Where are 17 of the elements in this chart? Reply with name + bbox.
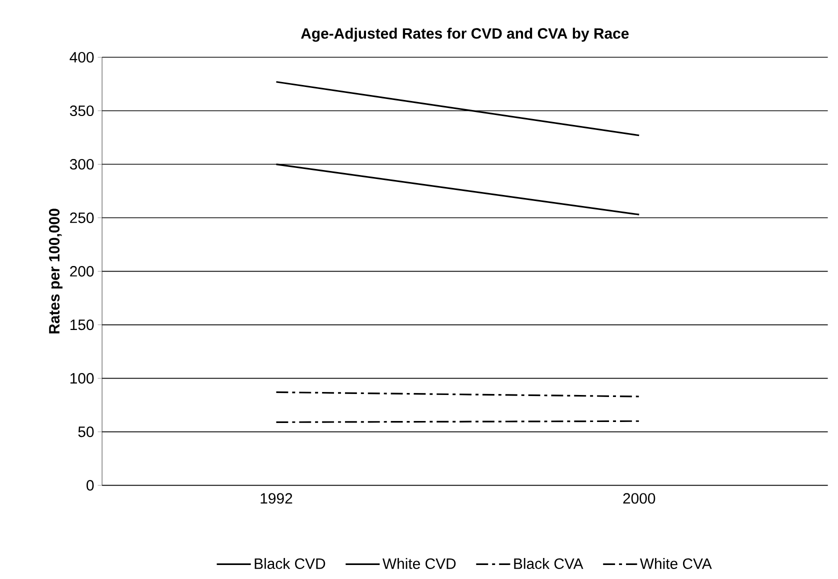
y-axis-title: Rates per 100,000 — [48, 208, 63, 334]
y-tick-label: 150 — [70, 320, 94, 330]
y-tick-label: 0 — [86, 480, 94, 491]
legend-label: White CVD — [382, 558, 456, 570]
y-tick-label: 100 — [70, 373, 94, 384]
legend-label: White CVA — [640, 558, 712, 570]
chart-title: Age-Adjusted Rates for CVD and CVA by Race — [301, 28, 629, 42]
y-tick-label: 200 — [70, 266, 94, 277]
y-tick-label: 350 — [70, 106, 94, 116]
y-tick-label: 400 — [70, 52, 94, 63]
y-tick-label: 50 — [78, 426, 94, 438]
x-tick-label: 1992 — [260, 493, 292, 504]
legend-label: Black CVA — [514, 558, 584, 570]
legend-label: Black CVD — [254, 558, 326, 570]
x-tick-label: 2000 — [623, 493, 656, 504]
y-tick-label: 250 — [70, 212, 94, 224]
y-tick-label: 300 — [70, 159, 94, 170]
